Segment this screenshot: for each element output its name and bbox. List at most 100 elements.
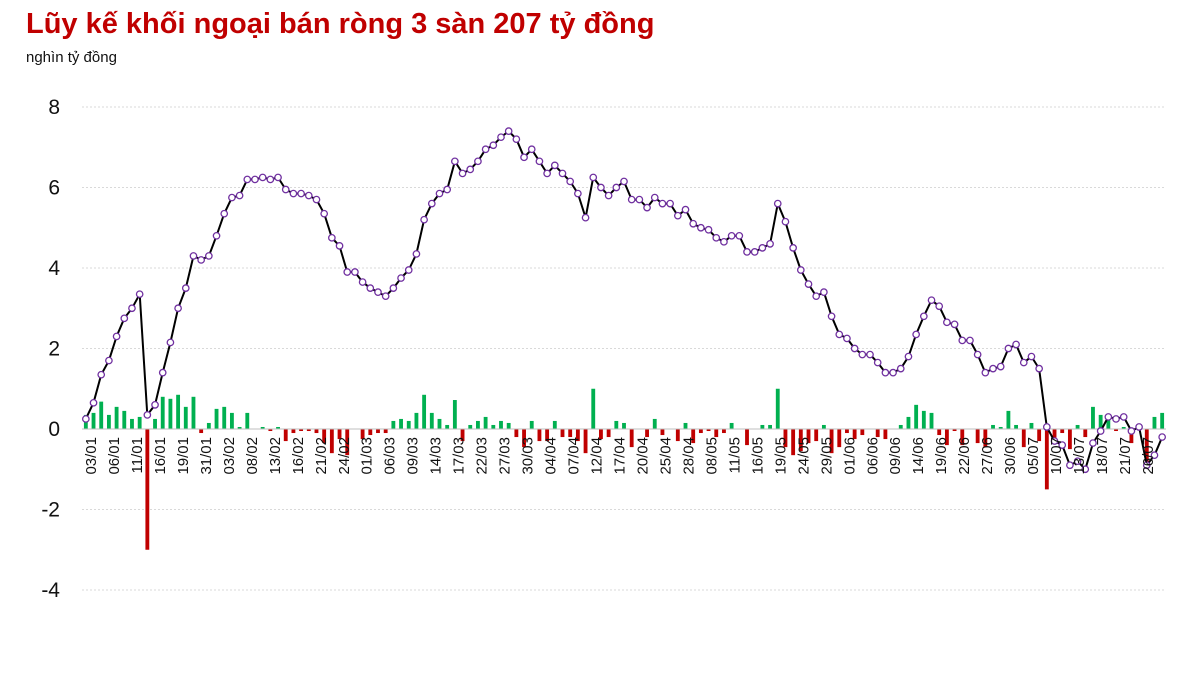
line-point (1073, 457, 1082, 466)
x-tick-label: 09/03 (405, 437, 422, 475)
x-axis-ticks: 03/01 06/01 11/01 16/01 19/01 31/01 03/02 08/02… (83, 437, 1157, 475)
bar (568, 429, 573, 438)
line-point (958, 336, 967, 345)
line-point (389, 284, 398, 292)
bar (137, 416, 142, 429)
bar (514, 429, 519, 438)
line-point (727, 231, 736, 240)
line-point (881, 368, 890, 377)
bar (775, 388, 780, 429)
bar (160, 396, 165, 429)
line-point (105, 356, 113, 365)
line-point (627, 195, 636, 204)
bar (499, 420, 503, 429)
bar (652, 418, 657, 429)
line-point (689, 219, 698, 228)
line-point (781, 217, 790, 226)
line-point (681, 205, 690, 214)
line-point (604, 191, 613, 200)
bar (660, 429, 665, 436)
x-tick-label: 14/03 (428, 437, 445, 475)
bar (491, 424, 496, 429)
line-point (919, 312, 928, 321)
line-point (712, 233, 721, 242)
bar (168, 398, 173, 429)
bar (783, 429, 788, 448)
bar (399, 418, 403, 429)
bar (106, 414, 111, 429)
line-point (235, 191, 244, 200)
x-tick-label: 26/07 (1140, 437, 1157, 475)
line-point (1150, 451, 1159, 460)
bar (337, 429, 342, 440)
line-series (81, 127, 1167, 474)
line-point (397, 274, 405, 282)
bar (606, 429, 611, 438)
bar (460, 429, 465, 442)
line-point (512, 135, 521, 144)
bar (391, 420, 396, 429)
bar (691, 429, 696, 444)
x-tick-label: 22/03 (474, 437, 491, 475)
line-point (381, 292, 390, 301)
line-point (1112, 415, 1120, 423)
bar (283, 429, 288, 442)
line-point (750, 248, 759, 256)
line-point (158, 368, 167, 377)
line-point (443, 185, 452, 194)
line-point (258, 173, 267, 182)
line-point (166, 338, 175, 347)
y-tick-label: 4 (48, 257, 60, 280)
x-tick-label: 07/04 (566, 437, 583, 475)
x-tick-label: 31/01 (198, 437, 215, 475)
line-point (412, 250, 421, 258)
line-point (243, 175, 252, 184)
bar (914, 404, 919, 429)
bar (429, 412, 434, 429)
line-point (966, 336, 974, 345)
bar (1060, 429, 1065, 434)
line-point (481, 145, 490, 154)
line-point (289, 189, 298, 198)
bar (1021, 429, 1026, 448)
bar (1091, 406, 1095, 429)
bar (529, 420, 534, 429)
line-point (266, 175, 275, 184)
bar (821, 424, 826, 429)
bar (122, 410, 127, 429)
y-tick-label: -2 (41, 499, 60, 522)
bar (599, 429, 603, 440)
bar (1006, 410, 1011, 429)
bar (376, 429, 380, 434)
line-point (704, 225, 713, 234)
line-point (635, 195, 644, 204)
bar (991, 424, 995, 429)
bar (552, 420, 557, 429)
line-point (935, 302, 944, 311)
line-point (1096, 427, 1105, 435)
bar (276, 426, 280, 429)
line-point (574, 189, 582, 198)
line-point (1019, 358, 1028, 367)
line-point (297, 189, 305, 198)
bar (299, 429, 304, 432)
bar (929, 412, 934, 429)
x-tick-label: 24/05 (795, 437, 812, 475)
line-point (220, 209, 229, 218)
bar (837, 429, 842, 448)
line-point (174, 304, 182, 313)
bar (145, 429, 150, 550)
line-point (1158, 433, 1167, 441)
line-point (205, 252, 213, 260)
x-tick-label: 05/07 (1025, 437, 1042, 475)
bar (575, 429, 580, 442)
bar (130, 418, 134, 429)
x-tick-label: 17/04 (612, 437, 629, 475)
line-point (1042, 423, 1051, 431)
x-tick-label: 16/01 (152, 437, 169, 475)
bar (1129, 429, 1134, 444)
line-point (766, 240, 774, 248)
line-point (581, 213, 590, 222)
line-point (1142, 461, 1151, 470)
line-point (543, 169, 551, 178)
